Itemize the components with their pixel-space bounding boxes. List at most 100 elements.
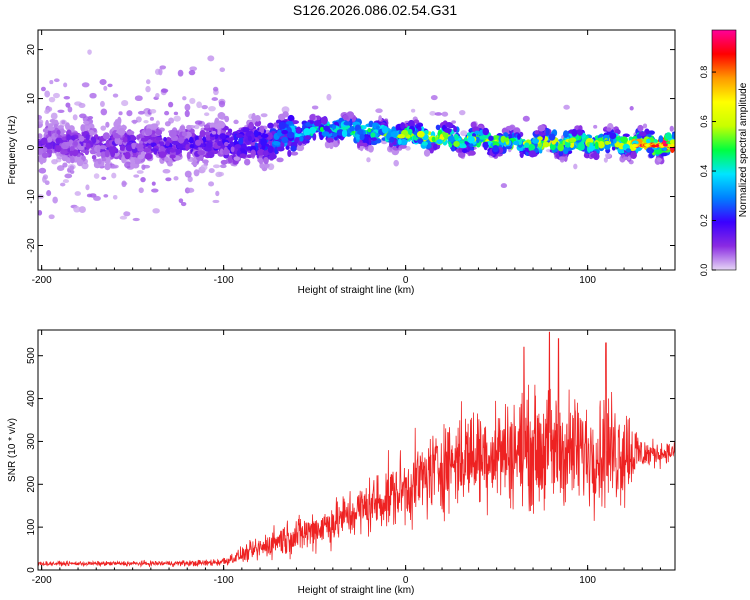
spectrogram-cell <box>42 128 49 133</box>
spectrogram-cell <box>56 125 65 129</box>
spectrogram-cell <box>505 125 514 130</box>
spectrogram-cell <box>219 164 227 169</box>
spectrogram-cell <box>118 111 123 116</box>
spectrogram-cell <box>168 158 173 166</box>
spectrogram-cell <box>81 162 89 170</box>
spectrogram-cell <box>290 151 299 156</box>
spectrogram-cell <box>126 110 133 117</box>
spectrogram-cell <box>604 140 610 145</box>
spectrogram-cell <box>451 120 456 124</box>
spectrogram-cell <box>399 144 407 149</box>
spectrogram-cell <box>140 176 146 183</box>
spectrogram-cell <box>178 198 184 204</box>
spectrogram-cell <box>96 151 102 157</box>
spectrogram-cell <box>397 134 406 139</box>
spectrogram-cell <box>99 145 108 150</box>
spectrogram-cell <box>186 187 195 193</box>
spectrogram-cell <box>445 121 454 128</box>
spectrogram-cell <box>78 135 85 142</box>
spectrogram-cell <box>126 130 135 135</box>
spectrogram-cell <box>150 148 159 153</box>
spectrogram-cell <box>287 114 295 123</box>
spectrogram-cell <box>54 133 59 138</box>
spectrogram-cell <box>189 66 198 72</box>
spectrogram-cell <box>78 102 86 108</box>
spectrogram-cell <box>142 164 151 169</box>
spectrogram-cell <box>53 119 59 125</box>
spectrogram-cell <box>321 131 330 137</box>
spectrogram-cell <box>222 148 231 156</box>
spectrogram-cell <box>309 120 315 124</box>
spectrogram-cell <box>562 146 569 155</box>
spectrogram-cell <box>224 115 230 123</box>
spectrogram-cell <box>224 141 229 147</box>
spectrogram-cell <box>211 97 219 101</box>
spectrogram-cell <box>173 115 181 122</box>
spectrogram-cell <box>528 150 537 158</box>
spectrogram-cell <box>165 141 170 147</box>
colorbar-tick-label: 0.6 <box>699 115 709 128</box>
spectrogram-cell <box>262 150 269 157</box>
spectrogram-cell <box>417 126 422 132</box>
spectrogram-cell <box>164 121 171 127</box>
spectrogram-cell <box>169 148 176 153</box>
spectrogram-cell <box>453 126 458 133</box>
spectrogram-cell <box>229 141 235 147</box>
spectrogram-cell <box>264 163 270 169</box>
spectrogram-cell <box>558 156 566 161</box>
spectrogram-cell <box>239 153 247 159</box>
spectrogram-cell <box>331 132 338 138</box>
spectrogram-cell <box>427 131 432 136</box>
spectrogram-cell <box>254 119 262 127</box>
spectrogram-cell <box>342 114 349 120</box>
spectrogram-cell <box>209 122 216 128</box>
spectrogram-cell <box>55 145 62 153</box>
spectrogram-cell <box>70 156 75 164</box>
spectrogram-cell <box>469 143 474 148</box>
spectrogram-x-label: Height of straight line (km) <box>298 285 415 296</box>
spectrogram-cell <box>55 138 60 145</box>
spectrogram-cell <box>138 187 144 194</box>
spectrogram-cell <box>430 94 438 101</box>
spectrogram-cell <box>52 196 58 204</box>
spectrogram-cell <box>85 143 91 150</box>
spectrogram-cell <box>143 147 151 153</box>
spectrogram-cell <box>235 133 244 139</box>
spectrogram-cell <box>149 116 155 121</box>
spectrogram-cell <box>193 124 200 130</box>
spectrogram-cell <box>204 131 210 136</box>
spectrogram-cell <box>431 136 436 142</box>
spectrogram-cell <box>56 129 61 136</box>
spectrogram-cell <box>253 129 259 138</box>
spectrogram-cell <box>69 146 75 151</box>
spectrogram-cell <box>400 138 408 146</box>
spectrogram-cell <box>203 124 211 129</box>
spectrogram-cell <box>266 132 273 140</box>
spectrogram-cell <box>467 135 475 144</box>
spectrogram-cell <box>435 124 441 131</box>
spectrogram-cell <box>165 177 172 182</box>
spectrogram-cell <box>669 139 675 145</box>
spectrogram-cell <box>38 167 47 174</box>
spectrogram-cell <box>64 173 73 179</box>
spectrogram-cell <box>276 146 285 152</box>
spectrogram-cell <box>130 161 135 169</box>
spectrogram-cell <box>367 128 372 133</box>
spectrogram-cell <box>73 141 78 146</box>
spectrogram-cell <box>217 112 226 120</box>
spectrogram-cell <box>173 176 179 181</box>
spectrogram-cell <box>38 148 44 155</box>
spectrogram-cell <box>103 85 108 91</box>
spectrogram-marks <box>38 49 675 222</box>
spectrogram-cell <box>575 129 584 136</box>
spectrogram-cell <box>67 106 73 113</box>
spectrogram-cell <box>102 132 110 140</box>
spectrogram-cell <box>620 136 628 143</box>
snr-x-tick-label: -100 <box>214 575 234 586</box>
spectrogram-cell <box>263 156 269 165</box>
spectrogram-cell <box>192 160 197 167</box>
spectrogram-cell <box>367 144 374 153</box>
spectrogram-cell <box>111 172 117 179</box>
spectrogram-cell <box>47 136 53 143</box>
spectrogram-cell <box>131 142 136 150</box>
